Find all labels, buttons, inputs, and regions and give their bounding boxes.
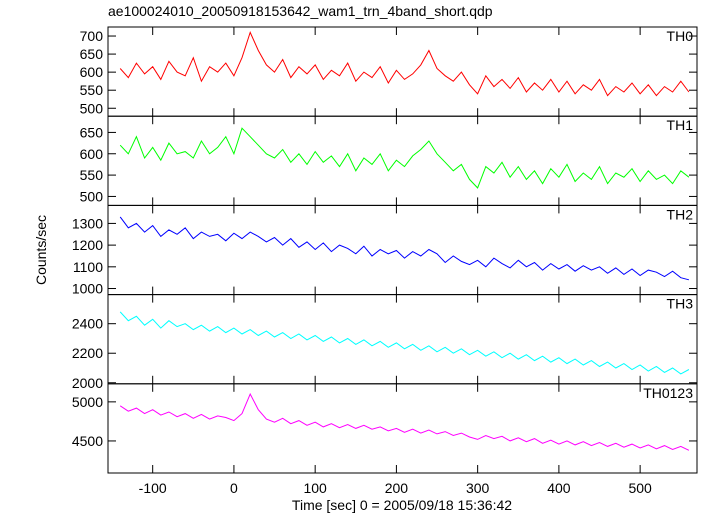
y-tick-label: 1000 bbox=[72, 281, 103, 297]
x-tick-label: 100 bbox=[303, 480, 327, 496]
data-line bbox=[119, 127, 690, 189]
y-axis-label: Counts/sec bbox=[33, 215, 49, 285]
panel-frame bbox=[107, 383, 698, 474]
panel-label: TH0123 bbox=[643, 385, 693, 401]
x-tick-label: -100 bbox=[139, 480, 167, 496]
y-tick-label: 5000 bbox=[72, 394, 103, 410]
panel-frame bbox=[107, 26, 698, 117]
y-tick-label: 600 bbox=[80, 146, 104, 162]
panel-frame bbox=[107, 115, 698, 206]
panel-label: TH3 bbox=[667, 296, 694, 312]
panel-frame bbox=[107, 294, 698, 385]
data-line bbox=[119, 31, 690, 97]
panel-label: TH1 bbox=[667, 117, 694, 133]
x-tick-label: 400 bbox=[547, 480, 571, 496]
x-tick-label: 300 bbox=[466, 480, 490, 496]
chart-title: ae100024010_20050918153642_wam1_trn_4ban… bbox=[108, 3, 493, 19]
y-tick-label: 650 bbox=[80, 124, 104, 140]
x-tick-label: 200 bbox=[385, 480, 409, 496]
y-tick-label: 1300 bbox=[72, 215, 103, 231]
y-tick-label: 1200 bbox=[72, 237, 103, 253]
panel-label: TH2 bbox=[667, 206, 694, 222]
data-line bbox=[119, 392, 690, 451]
x-tick-label: 500 bbox=[628, 480, 652, 496]
y-tick-label: 600 bbox=[80, 64, 104, 80]
x-tick-label: 0 bbox=[230, 480, 238, 496]
y-tick-label: 500 bbox=[80, 188, 104, 204]
y-tick-label: 2000 bbox=[72, 375, 103, 391]
y-tick-label: 500 bbox=[80, 100, 104, 116]
x-axis-label: Time [sec] 0 = 2005/09/18 15:36:42 bbox=[292, 497, 512, 513]
panel-frame bbox=[107, 204, 698, 296]
y-tick-label: 2200 bbox=[72, 345, 103, 361]
y-tick-label: 1100 bbox=[73, 259, 103, 275]
panel-label: TH0 bbox=[667, 28, 694, 44]
y-tick-label: 4500 bbox=[72, 433, 103, 449]
y-tick-label: 550 bbox=[80, 82, 104, 98]
y-tick-label: 550 bbox=[80, 167, 104, 183]
y-tick-label: 700 bbox=[80, 28, 104, 44]
y-tick-label: 2400 bbox=[72, 316, 103, 332]
y-tick-label: 650 bbox=[80, 46, 104, 62]
data-line bbox=[119, 216, 690, 281]
data-line bbox=[119, 311, 690, 375]
